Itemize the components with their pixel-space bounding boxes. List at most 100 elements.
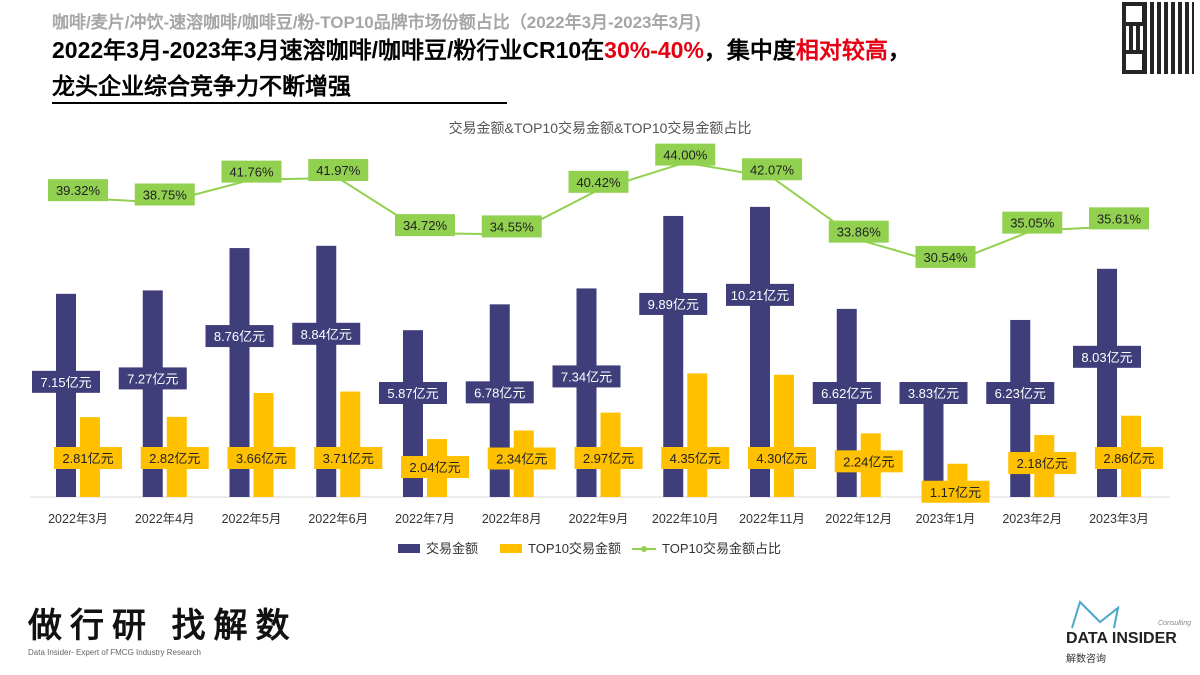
data-label-bg <box>1095 447 1163 469</box>
data-label-bg <box>32 370 100 393</box>
headline-text: ，集中度 <box>703 37 796 63</box>
data-label-bg <box>915 245 976 268</box>
legend-label: 交易金额 <box>426 541 478 556</box>
data-label-bg <box>568 170 629 193</box>
data-label-share: 39.32% <box>56 183 101 198</box>
logo-cn: 解数咨询 <box>1066 654 1106 665</box>
data-label-share: 41.97% <box>316 163 361 178</box>
data-label-top10: 2.86亿元 <box>1103 451 1154 466</box>
data-label-top10: 3.66亿元 <box>236 451 287 466</box>
x-tick-label: 2023年3月 <box>1089 512 1149 526</box>
data-label-top10: 2.04亿元 <box>409 460 460 475</box>
data-label-bg <box>221 160 282 183</box>
bar-transaction <box>56 293 76 497</box>
x-tick-label: 2022年8月 <box>482 512 542 526</box>
data-label-top10: 3.71亿元 <box>323 451 374 466</box>
data-label-transaction: 7.15亿元 <box>40 375 91 390</box>
data-label-transaction: 10.21亿元 <box>731 288 790 303</box>
x-tick-label: 2023年1月 <box>916 512 976 526</box>
data-label-bg <box>205 325 274 348</box>
data-label-bg <box>308 159 369 182</box>
data-label-top10: 2.81亿元 <box>62 451 113 466</box>
data-label-bg <box>1089 207 1149 230</box>
data-label-top10: 2.24亿元 <box>843 454 894 469</box>
data-label-transaction: 8.03亿元 <box>1081 350 1132 365</box>
data-label-share: 34.55% <box>490 219 535 234</box>
legend-label: TOP10交易金额 <box>528 541 621 556</box>
brand-logo: 做行研 找解数 <box>28 607 298 645</box>
data-label-share: 34.72% <box>403 218 448 233</box>
data-label-bg <box>921 480 990 503</box>
data-label-share: 30.54% <box>923 250 968 265</box>
data-label-bg <box>48 179 108 202</box>
data-label-bg <box>574 447 643 469</box>
data-label-bg <box>661 447 730 469</box>
subtitle: 咖啡/麦片/冲饮-速溶咖啡/咖啡豆/粉-TOP10品牌市场份额占比（2022年3… <box>52 13 701 32</box>
data-label-bg <box>379 382 447 404</box>
x-tick-label: 2022年5月 <box>222 512 282 526</box>
data-label-transaction: 7.27亿元 <box>127 371 178 386</box>
data-label-bg <box>828 220 889 243</box>
headline-text: 2022年3月-2023年3月速溶咖啡/咖啡豆/粉行业CR10在 <box>52 37 605 63</box>
bar-transaction <box>576 288 597 497</box>
data-label-top10: 4.35亿元 <box>670 451 721 466</box>
data-label-transaction: 9.89亿元 <box>648 297 699 312</box>
data-label-top10: 4.30亿元 <box>756 451 807 466</box>
data-label-bg <box>227 447 296 469</box>
data-label-share: 38.75% <box>143 188 188 203</box>
headline-highlight: 相对较高 <box>795 37 888 63</box>
bar-top10 <box>340 391 361 497</box>
bar-top10 <box>687 373 708 497</box>
headline-line2: 龙头企业综合竞争力不断增强 <box>52 73 351 99</box>
data-label-bg <box>292 322 361 345</box>
data-label-top10: 1.17亿元 <box>930 485 981 500</box>
bar-transaction <box>923 388 944 497</box>
data-label-bg <box>655 143 716 166</box>
legend-swatch-transaction <box>398 544 420 553</box>
x-tick-label: 2022年10月 <box>652 512 719 526</box>
data-label-share: 41.76% <box>229 165 274 180</box>
legend-swatch-top10 <box>500 544 522 553</box>
x-tick-label: 2022年6月 <box>308 512 368 526</box>
data-label-transaction: 6.62亿元 <box>821 386 872 401</box>
logo-text: DATA INSIDER <box>1066 630 1177 647</box>
data-label-bg <box>140 447 209 469</box>
data-label-bg <box>118 367 187 390</box>
bar-top10 <box>253 392 274 497</box>
bar-top10 <box>774 374 794 497</box>
data-label-bg <box>487 447 556 470</box>
qr-code <box>1122 2 1194 74</box>
data-label-share: 33.86% <box>837 225 882 240</box>
bar-transaction <box>1097 268 1117 497</box>
data-label-top10: 2.97亿元 <box>583 451 634 466</box>
data-label-transaction: 8.84亿元 <box>301 327 352 342</box>
bar-transaction <box>142 290 163 497</box>
data-label-bg <box>899 382 968 404</box>
data-label-bg <box>748 447 816 469</box>
data-label-bg <box>134 183 195 206</box>
data-label-bg <box>639 292 708 315</box>
x-tick-label: 2022年9月 <box>569 512 629 526</box>
data-label-transaction: 7.34亿元 <box>561 369 612 384</box>
bar-transaction <box>750 206 770 497</box>
chart-title: 交易金额&TOP10交易金额&TOP10交易金额占比 <box>449 120 752 136</box>
data-label-bg <box>742 158 802 181</box>
data-label-bg <box>812 382 881 404</box>
data-label-bg <box>54 447 122 469</box>
data-label-share: 44.00% <box>663 148 708 163</box>
headline-highlight: 30%-40% <box>604 37 704 63</box>
data-label-bg <box>401 456 469 479</box>
headline: 2022年3月-2023年3月速溶咖啡/咖啡豆/粉行业CR10在30%-40%，… <box>52 32 911 104</box>
brand-tagline: Data Insider- Expert of FMCG Industry Re… <box>28 648 201 657</box>
x-tick-label: 2023年2月 <box>1002 512 1062 526</box>
data-label-transaction: 3.83亿元 <box>908 386 959 401</box>
data-label-bg <box>726 283 794 306</box>
x-tick-label: 2022年11月 <box>739 512 805 526</box>
data-label-bg <box>465 381 534 404</box>
legend-label: TOP10交易金额占比 <box>662 541 781 556</box>
legend-marker <box>641 546 647 552</box>
data-label-bg <box>834 450 903 473</box>
divider <box>52 102 507 104</box>
data-label-bg <box>1008 452 1077 475</box>
